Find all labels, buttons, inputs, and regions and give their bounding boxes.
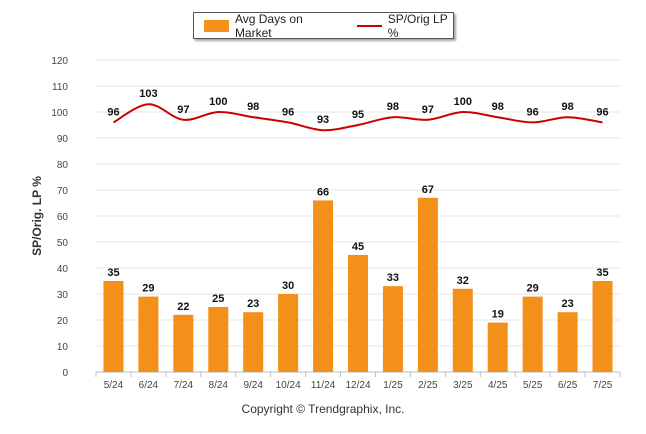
y-tick-label: 80 xyxy=(57,160,69,171)
x-tick-label: 1/25 xyxy=(383,380,403,391)
bar-value-label: 45 xyxy=(352,241,364,253)
line-value-label: 96 xyxy=(282,106,294,118)
bar xyxy=(173,314,194,372)
x-tick-label: 6/24 xyxy=(139,380,159,391)
line-value-label: 93 xyxy=(317,114,329,126)
y-tick-label: 40 xyxy=(57,264,69,275)
bar-value-label: 25 xyxy=(212,293,224,305)
y-tick-label: 100 xyxy=(51,108,68,119)
bar xyxy=(592,281,613,372)
bar-value-label: 35 xyxy=(596,267,608,279)
legend-item-bars: Avg Days on Market xyxy=(194,12,331,40)
bar-value-label: 23 xyxy=(561,298,573,310)
legend-item-line: SP/Orig LP % xyxy=(345,12,453,40)
bar-value-label: 29 xyxy=(142,283,154,295)
y-tick-label: 70 xyxy=(57,186,69,197)
bar-value-label: 30 xyxy=(282,280,294,292)
x-tick-label: 5/25 xyxy=(523,380,543,391)
bar-value-label: 32 xyxy=(457,275,469,287)
bar xyxy=(417,197,438,372)
y-tick-label: 110 xyxy=(52,82,68,93)
bar-value-label: 67 xyxy=(422,184,434,196)
bar-value-label: 66 xyxy=(317,186,329,198)
y-tick-label: 0 xyxy=(62,368,68,379)
legend-label-line: SP/Orig LP % xyxy=(387,11,448,40)
x-tick-label: 9/24 xyxy=(243,380,263,391)
bar xyxy=(348,255,368,372)
bar xyxy=(103,281,124,372)
chart-legend: Avg Days on Market SP/Orig LP % xyxy=(193,12,454,40)
line-value-label: 96 xyxy=(107,106,119,118)
copyright-footer: Copyright © Trendgraphix, Inc. xyxy=(241,402,405,416)
x-tick-label: 10/24 xyxy=(276,380,301,391)
x-tick-label: 3/25 xyxy=(453,380,473,391)
bar-value-label: 22 xyxy=(177,301,189,313)
x-tick-label: 5/24 xyxy=(104,380,124,391)
legend-swatch-line xyxy=(356,24,382,27)
line-value-label: 97 xyxy=(177,104,189,116)
y-tick-label: 50 xyxy=(57,238,69,249)
bar xyxy=(243,312,264,372)
legend-label-bars: Avg Days on Market xyxy=(234,11,303,40)
line-value-label: 100 xyxy=(454,96,472,108)
x-tick-label: 2/25 xyxy=(418,380,438,391)
bar-value-label: 19 xyxy=(492,309,504,321)
bar-value-label: 33 xyxy=(387,272,399,284)
line-value-label: 98 xyxy=(561,101,573,113)
y-tick-label: 90 xyxy=(57,134,69,145)
bar xyxy=(382,286,403,372)
x-tick-label: 4/25 xyxy=(488,380,508,391)
y-tick-label: 120 xyxy=(51,56,68,67)
y-tick-label: 20 xyxy=(57,316,69,327)
bar xyxy=(313,200,334,372)
line-value-label: 97 xyxy=(422,104,434,116)
x-tick-label: 7/25 xyxy=(593,380,613,391)
line-value-label: 103 xyxy=(139,88,157,100)
bar xyxy=(487,322,508,372)
legend-swatch-bar xyxy=(204,19,229,32)
x-tick-label: 8/24 xyxy=(209,380,229,391)
line-series-sp-orig-lp xyxy=(112,103,603,132)
line-value-label: 95 xyxy=(352,109,364,121)
bar xyxy=(208,307,229,372)
y-tick-label: 30 xyxy=(57,290,69,301)
line-value-label: 96 xyxy=(527,106,539,118)
bar-value-label: 29 xyxy=(527,283,539,295)
line-value-label: 98 xyxy=(492,101,504,113)
line-value-label: 98 xyxy=(247,101,259,113)
y-axis-label: SP/Orig. LP % xyxy=(30,176,44,256)
bar-value-label: 23 xyxy=(247,298,259,310)
line-value-label: 100 xyxy=(209,96,227,108)
bar xyxy=(522,296,543,372)
line-value-label: 96 xyxy=(596,106,608,118)
y-tick-label: 60 xyxy=(57,212,69,223)
bar xyxy=(138,296,159,372)
x-tick-label: 11/24 xyxy=(311,380,336,391)
bar-value-label: 35 xyxy=(107,267,119,279)
bar xyxy=(278,294,299,372)
line-value-label: 98 xyxy=(387,101,399,113)
y-tick-label: 10 xyxy=(57,342,69,353)
bar xyxy=(452,288,473,372)
x-tick-label: 7/24 xyxy=(174,380,194,391)
bar xyxy=(557,312,578,372)
x-tick-label: 12/24 xyxy=(345,380,370,391)
x-tick-label: 6/25 xyxy=(558,380,578,391)
